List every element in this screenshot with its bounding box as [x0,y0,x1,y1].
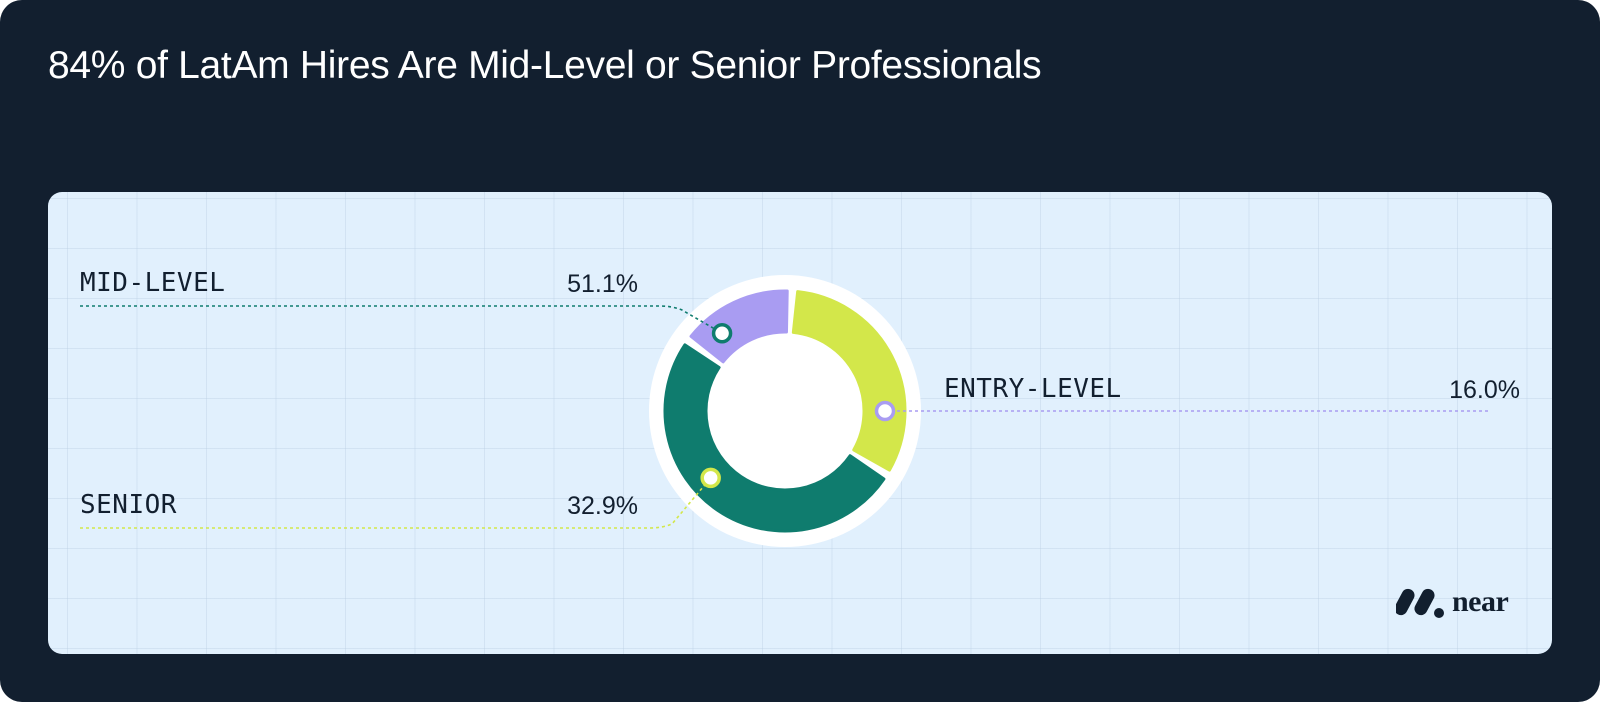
slice-mid-level [663,343,886,533]
value-label-mid-level: 51.1% [567,270,638,298]
leader-line-senior [80,477,712,529]
near-logo-mark-icon [1396,588,1444,618]
marker-dot-senior [700,467,721,489]
page-title: 84% of LatAm Hires Are Mid-Level or Seni… [48,44,1042,87]
marker-dot-entry-level [874,400,896,422]
donut-chart [80,275,1490,547]
value-label-entry-level: 16.0% [1449,376,1520,404]
near-logo [1396,588,1444,618]
leader-line-mid-level [80,305,723,334]
marker-dot-mid-level [711,323,733,344]
slice-senior [791,290,907,472]
chart-panel: MID-LEVEL 51.1% ENTRY-LEVEL 16.0% SENIOR… [48,192,1552,654]
near-logo-text: near [1452,585,1509,618]
value-label-senior: 32.9% [567,492,638,520]
label-mid-level: MID-LEVEL [80,268,226,298]
slice-entry-level [689,289,789,364]
label-senior: SENIOR [80,490,177,520]
label-entry-level: ENTRY-LEVEL [944,374,1122,404]
